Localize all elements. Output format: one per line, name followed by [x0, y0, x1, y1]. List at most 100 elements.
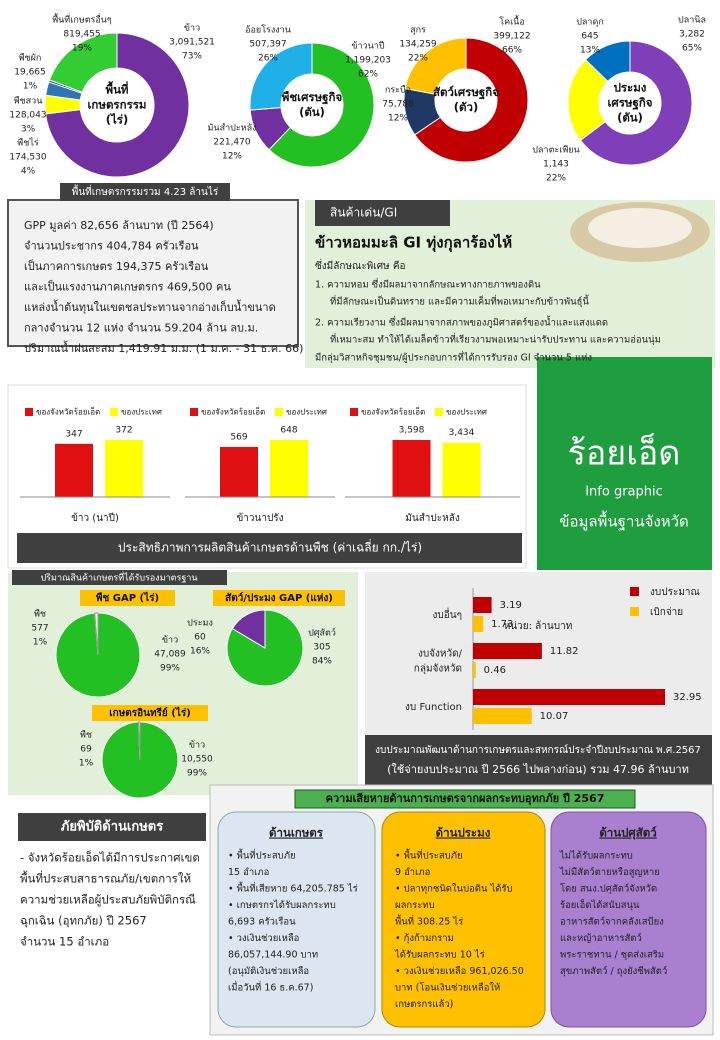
- slice-percent: 73%: [182, 52, 202, 62]
- slice-value: 174,530: [9, 153, 46, 163]
- slice-percent: 4%: [21, 167, 36, 177]
- bar-value: 32.95: [673, 692, 702, 703]
- slice: [137, 721, 141, 761]
- loss-line: (อนุมัติเงินช่วยเหลือ: [228, 966, 309, 977]
- slice-label: ปลาตะเพียน: [532, 145, 579, 156]
- bar-value: 3,434: [449, 428, 475, 438]
- bar: [473, 662, 476, 678]
- pie-title-box: [92, 705, 208, 721]
- province-caption: ข้อมูลพื้นฐานจังหวัด: [559, 511, 689, 531]
- pie-title: เกษตรอินทรีย์ (ไร่): [109, 706, 191, 719]
- fact-line: และเป็นแรงงานภาคเกษตรกร 469,500 คน: [24, 280, 231, 294]
- pie-title-box: [213, 590, 345, 606]
- slice: [94, 612, 99, 656]
- loss-line: พระราชทาน / ชุดส่งเสริม: [560, 950, 664, 961]
- budget-caption: (ใช้จ่ายงบประมาณ ปี 2566 ไปพลางก่อน) รวม…: [387, 763, 689, 776]
- slice-label: สุกร: [410, 26, 426, 36]
- slice-value: 19,665: [14, 68, 46, 78]
- legend-swatch: [630, 607, 639, 616]
- area-note-box: [60, 183, 230, 201]
- fact-line: แหล่งน้ำต้นทุนในเขตชลประทานจากอ่างเก็บน้…: [24, 299, 276, 314]
- slice-label: อ้อยโรงงาน: [245, 25, 291, 36]
- legend-label: เบิกจ่าย: [650, 607, 683, 618]
- slice-value: 1,143: [543, 160, 569, 170]
- slice-label: พืช: [34, 609, 46, 620]
- bar-value: 648: [280, 426, 297, 436]
- slice-value: 507,397: [249, 40, 286, 50]
- slice-value: 221,470: [213, 138, 250, 148]
- slice-label: ข้าวนาปี: [351, 41, 384, 52]
- legend-swatch: [275, 408, 283, 416]
- slice-label: โคเนื้อ: [499, 15, 525, 28]
- fact-line: ปริมาณน้ำฝนสะสม 1,419.91 ม.ม. (1 ม.ค. - …: [24, 340, 303, 355]
- product-header-box: [315, 200, 450, 226]
- loss-line: • วงเงินช่วยเหลือ 961,026.50: [395, 966, 524, 977]
- slice-percent: 99%: [160, 664, 180, 674]
- slice-percent: 12%: [388, 114, 408, 124]
- slice-value: 3,282: [679, 30, 705, 40]
- loss-line: 6,693 ครัวเรือน: [228, 917, 296, 928]
- disaster-line: ความช่วยเหลือผู้ประสบภัยพิบัติกรณี: [20, 893, 196, 907]
- loss-line: 15 อำเภอ: [228, 867, 269, 878]
- bar-value: 11.82: [550, 646, 579, 657]
- loss-line: พื้นที่ 308.25 ไร่: [395, 915, 463, 928]
- rice-grains: [588, 208, 692, 248]
- bar: [473, 708, 532, 724]
- slice-percent: 84%: [312, 657, 332, 667]
- loss-line: 86,057,144.90 บาท: [228, 950, 318, 961]
- legend-label: ของประเทศ: [286, 408, 327, 417]
- loss-line: • พื้นที่เสียหาย 64,205.785 ไร่: [228, 882, 358, 895]
- loss-line: อาหารสัตว์จากคลังเสบียง: [560, 916, 664, 928]
- donut-title: (ไร่): [106, 113, 128, 127]
- fact-line: เป็นภาคการเกษตร 194,375 ครัวเรือน: [24, 259, 209, 273]
- slice-value: 399,122: [493, 32, 530, 42]
- disaster-line: ฉุกเฉิน (อุทกภัย) ปี 2567: [20, 914, 147, 928]
- slice-percent: 99%: [187, 769, 207, 779]
- legend-swatch: [350, 408, 358, 416]
- slice-label: ข้าว: [162, 635, 178, 646]
- bar: [105, 440, 143, 497]
- slice-percent: 22%: [408, 54, 428, 64]
- slice: [413, 37, 529, 163]
- slice-percent: 1%: [23, 82, 38, 92]
- pie-title-box: [80, 590, 175, 606]
- product-line: มีกลุ่มวิสาหกิจชุมชน/ผู้ประกอบการที่ได้ก…: [315, 351, 592, 364]
- slice: [404, 37, 467, 95]
- slice-percent: 26%: [258, 54, 278, 64]
- loss-column-box: [381, 811, 546, 1028]
- donut-title: สัตว์เศรษฐกิจ: [433, 85, 499, 100]
- loss-line: บาท (โอนเงินช่วยเหลือให้: [395, 982, 500, 994]
- legend-label: ของประเทศ: [121, 408, 162, 417]
- loss-line: • พื้นที่ประสบภัย: [395, 849, 463, 862]
- product-line: ที่มีลักษณะเป็นดินทราย และมีความเค็มที่พ…: [330, 295, 590, 308]
- bar: [473, 597, 492, 613]
- bar: [220, 446, 258, 497]
- legend-swatch: [110, 408, 118, 416]
- bar-caption: ประสิทธิภาพการผลิตสินค้าเกษตรด้านพืช (ค่…: [118, 539, 422, 555]
- loss-line: เกษตรกรแล้ว): [395, 999, 453, 1010]
- slice: [44, 32, 190, 178]
- facts-box: [7, 199, 299, 347]
- disaster-line: - จังหวัดร้อยเอ็ดได้มีการประกาศเขต: [20, 850, 200, 865]
- legend-label: ของจังหวัดร้อยเอ็ด: [36, 407, 100, 417]
- slice-percent: 12%: [222, 152, 242, 162]
- x-tick-label: มันสำปะหลัง: [405, 513, 460, 524]
- slice-value: 69: [80, 745, 92, 755]
- bar-value: 569: [230, 432, 247, 442]
- product-header: สินค้าเด่น/GI: [330, 206, 397, 220]
- slice-label: พื้นที่เกษตรอื่นๆ: [52, 13, 112, 26]
- fact-line: กลางจำนวน 12 แห่ง จำนวน 59.204 ล้าน ลบ.ม…: [24, 322, 258, 335]
- slice: [231, 609, 266, 649]
- loss-line: • พื้นที่ประสบภัย: [228, 849, 296, 862]
- loss-line: • กุ้งก้ามกราม: [395, 933, 454, 944]
- loss-heading: ด้านเกษตร: [269, 826, 324, 840]
- bar-value: 3,598: [399, 426, 425, 436]
- x-tick-label: ข้าวนาปรัง: [236, 512, 283, 524]
- slice-value: 577: [31, 624, 48, 634]
- loss-line: สุขภาพสัตว์ / ถุงยังชีพสัตว์: [560, 965, 667, 977]
- province-subtitle: Info graphic: [585, 485, 663, 500]
- slice-percent: 1%: [79, 759, 94, 769]
- pie-title: สัตว์/ประมง GAP (แห่ง): [225, 592, 333, 604]
